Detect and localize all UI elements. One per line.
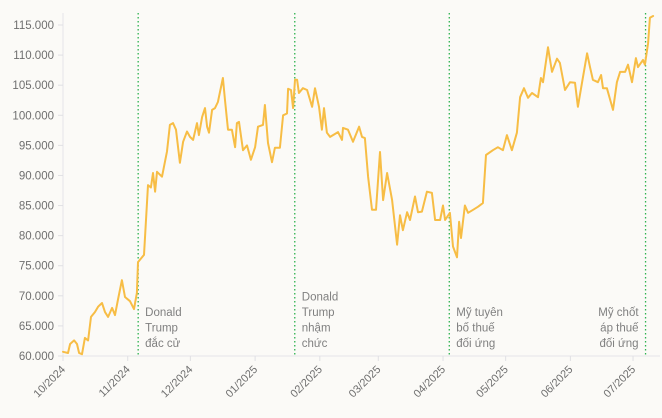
y-tick-label: 110.000 (13, 50, 54, 62)
y-tick-label: 85.000 (19, 201, 54, 213)
x-tick-label: 04/2025 (412, 364, 449, 401)
series-line-price (62, 15, 655, 356)
x-tick-label: 07/2025 (602, 364, 639, 401)
event-annotation: bố thuế (456, 323, 495, 335)
y-tick-label: 100.000 (12, 110, 54, 122)
x-tick-label: 11/2024 (97, 364, 133, 400)
event-annotation: Trump (145, 323, 178, 335)
y-tick-label: 70.000 (19, 291, 54, 303)
x-tick-label: 10/2024 (32, 364, 69, 401)
series-layer (62, 15, 655, 356)
event-annotation: Mỹ tuyên (456, 307, 503, 319)
x-tick-label: 02/2025 (288, 364, 325, 401)
event-annotation: đối ứng (600, 338, 639, 350)
y-tick-label: 75.000 (19, 261, 54, 273)
event-annotation: nhậm (302, 323, 331, 335)
x-tick-label: 01/2025 (224, 364, 261, 401)
y-tick-label: 80.000 (19, 231, 54, 243)
x-tick-label: 05/2025 (474, 364, 511, 401)
y-tick-label: 115.000 (13, 20, 54, 32)
event-annotation: đối ứng (456, 338, 495, 350)
y-tick-label: 95.000 (19, 140, 54, 152)
x-tick-label: 12/2024 (159, 364, 196, 401)
x-tick-label: 06/2025 (539, 364, 576, 401)
axes: 60.000 65.000 70.000 75.000 80.000 85.000 90.0… (12, 13, 660, 400)
event-annotation: Donald (145, 307, 181, 319)
event-annotation: Trump (302, 307, 335, 319)
event-annotation: Mỹ chốt (598, 307, 639, 319)
event-annotation: chức (302, 338, 328, 350)
x-tick-label: 03/2025 (347, 364, 384, 401)
event-annotation: áp thuế (600, 323, 639, 335)
y-tick-label: 90.000 (19, 170, 54, 182)
y-tick-label: 105.000 (12, 80, 54, 92)
event-annotation: Donald (302, 292, 338, 304)
y-tick-label: 65.000 (19, 321, 54, 333)
event-markers: Donald Trump đắc cử Donald Trump nhậm chức Mỹ t… (137, 13, 647, 356)
y-tick-label: 60.000 (19, 351, 54, 363)
event-annotation: đắc cử (145, 337, 180, 350)
